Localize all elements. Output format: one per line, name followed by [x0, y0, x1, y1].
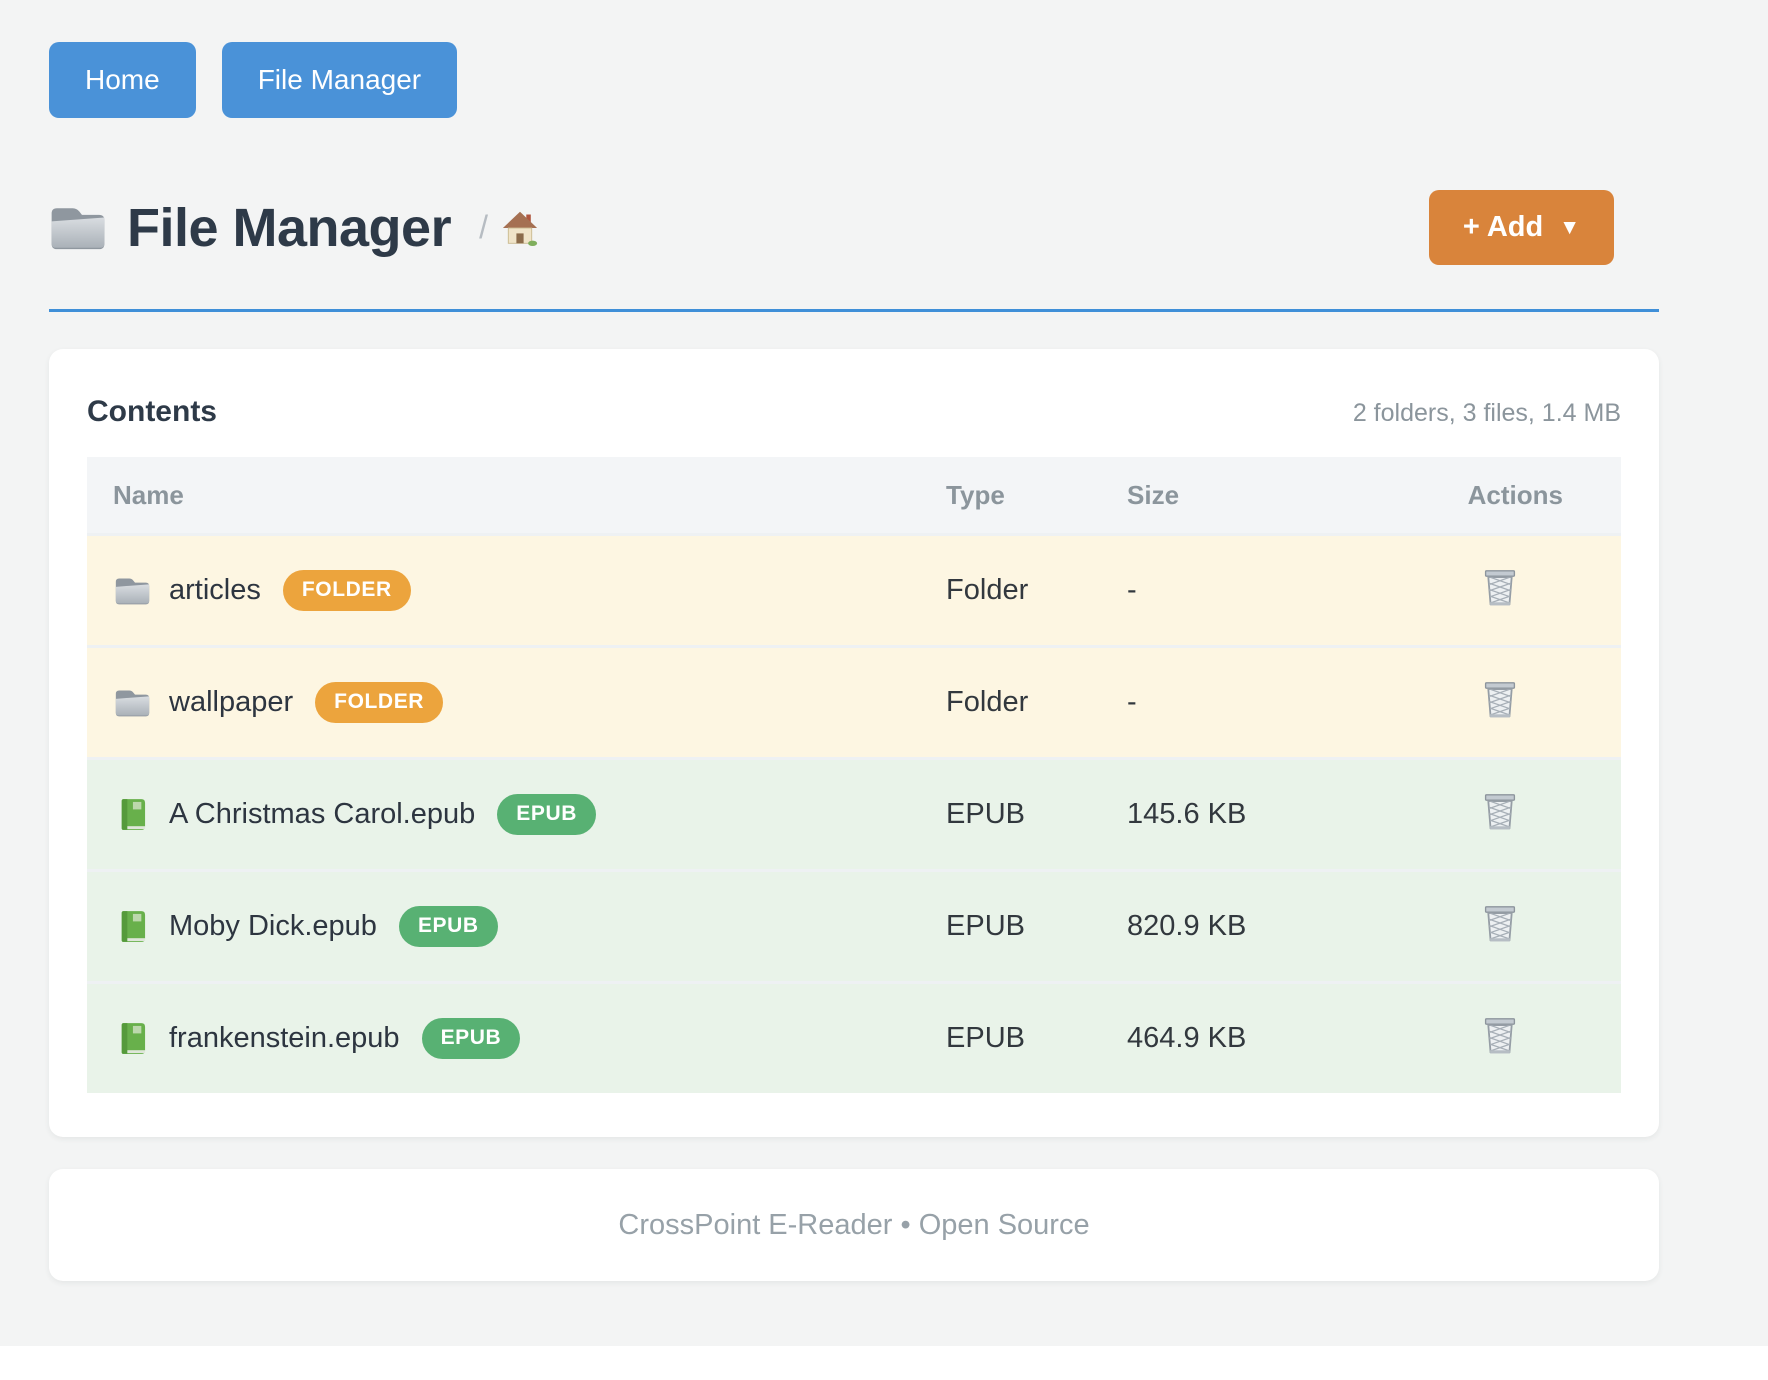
row-icon-slot: [113, 910, 151, 944]
contents-summary: 2 folders, 3 files, 1.4 MB: [1352, 399, 1621, 427]
header-rule: [49, 309, 1659, 312]
file-type: Folder: [946, 645, 1128, 757]
book-icon: [121, 798, 146, 830]
table-row[interactable]: A Christmas Carol.epub EPUB EPUB 145.6 K…: [87, 757, 1621, 869]
delete-button[interactable]: [1482, 679, 1518, 719]
top-nav: Home File Manager: [49, 0, 1659, 118]
column-header-size: Size: [1127, 457, 1468, 533]
file-size: -: [1127, 533, 1468, 645]
file-type: EPUB: [946, 757, 1128, 869]
file-size: 820.9 KB: [1127, 869, 1468, 981]
file-name: articles: [169, 574, 261, 606]
folder-icon: [115, 690, 149, 716]
file-type: EPUB: [946, 869, 1128, 981]
file-badge: EPUB: [497, 794, 596, 835]
panel-head: Contents 2 folders, 3 files, 1.4 MB: [87, 395, 1621, 429]
trash-icon: [1484, 1017, 1515, 1053]
file-name: wallpaper: [169, 686, 294, 718]
file-size: 145.6 KB: [1127, 757, 1468, 869]
row-icon-slot: [113, 576, 151, 606]
page-title: File Manager: [127, 197, 452, 258]
add-button[interactable]: + Add ▼: [1428, 190, 1614, 265]
breadcrumb-separator: /: [479, 209, 488, 245]
table-row[interactable]: articles FOLDER Folder -: [87, 533, 1621, 645]
file-name: frankenstein.epub: [169, 1022, 400, 1054]
page-header: File Manager / + Add: [49, 190, 1659, 265]
nav-home-button[interactable]: Home: [49, 42, 196, 118]
page: Home File Manager File Manager /: [0, 0, 1768, 1346]
book-icon: [121, 910, 146, 942]
nav-file-manager-button[interactable]: File Manager: [221, 42, 458, 118]
file-size: 464.9 KB: [1127, 981, 1468, 1093]
chevron-down-icon: ▼: [1559, 215, 1580, 239]
contents-card: Contents 2 folders, 3 files, 1.4 MB Name…: [49, 349, 1659, 1137]
table-row[interactable]: Moby Dick.epub EPUB EPUB 820.9 KB: [87, 869, 1621, 981]
table-header-row: Name Type Size Actions: [87, 457, 1621, 533]
add-button-label: + Add: [1462, 211, 1544, 243]
title-group: File Manager /: [49, 197, 538, 259]
contents-table-body: articles FOLDER Folder -: [87, 533, 1621, 1093]
folder-icon: [51, 207, 105, 249]
file-badge: EPUB: [421, 1018, 521, 1059]
column-header-actions: Actions: [1467, 457, 1621, 533]
home-icon: [502, 211, 538, 246]
footer: CrossPoint E-Reader • Open Source: [49, 1169, 1659, 1281]
delete-button[interactable]: [1482, 903, 1518, 943]
file-name: A Christmas Carol.epub: [169, 798, 476, 830]
row-icon-slot: [113, 688, 151, 718]
table-row[interactable]: frankenstein.epub EPUB EPUB 464.9 KB: [87, 981, 1621, 1093]
delete-button[interactable]: [1482, 1015, 1518, 1055]
row-icon-slot: [113, 798, 151, 832]
breadcrumb-root-link[interactable]: [502, 210, 538, 246]
trash-icon: [1484, 905, 1515, 941]
trash-icon: [1484, 569, 1515, 605]
column-header-type: Type: [946, 457, 1128, 533]
table-row[interactable]: wallpaper FOLDER Folder -: [87, 645, 1621, 757]
file-badge: EPUB: [398, 906, 498, 947]
breadcrumb: /: [479, 209, 538, 246]
trash-icon: [1484, 681, 1515, 717]
file-badge: FOLDER: [282, 570, 411, 611]
trash-icon: [1484, 793, 1515, 829]
file-type: Folder: [946, 533, 1128, 645]
column-header-name: Name: [87, 457, 947, 533]
panel-title: Contents: [87, 395, 217, 428]
file-name: Moby Dick.epub: [169, 910, 377, 942]
contents-table: Name Type Size Actions articles FOLDER F…: [87, 457, 1621, 1093]
footer-text: CrossPoint E-Reader • Open Source: [618, 1208, 1090, 1241]
delete-button[interactable]: [1482, 791, 1518, 831]
book-icon: [121, 1022, 146, 1054]
row-icon-slot: [113, 1022, 151, 1056]
file-badge: FOLDER: [315, 682, 444, 723]
folder-icon: [115, 578, 149, 604]
delete-button[interactable]: [1482, 567, 1518, 607]
file-size: -: [1127, 645, 1468, 757]
file-type: EPUB: [946, 981, 1128, 1093]
